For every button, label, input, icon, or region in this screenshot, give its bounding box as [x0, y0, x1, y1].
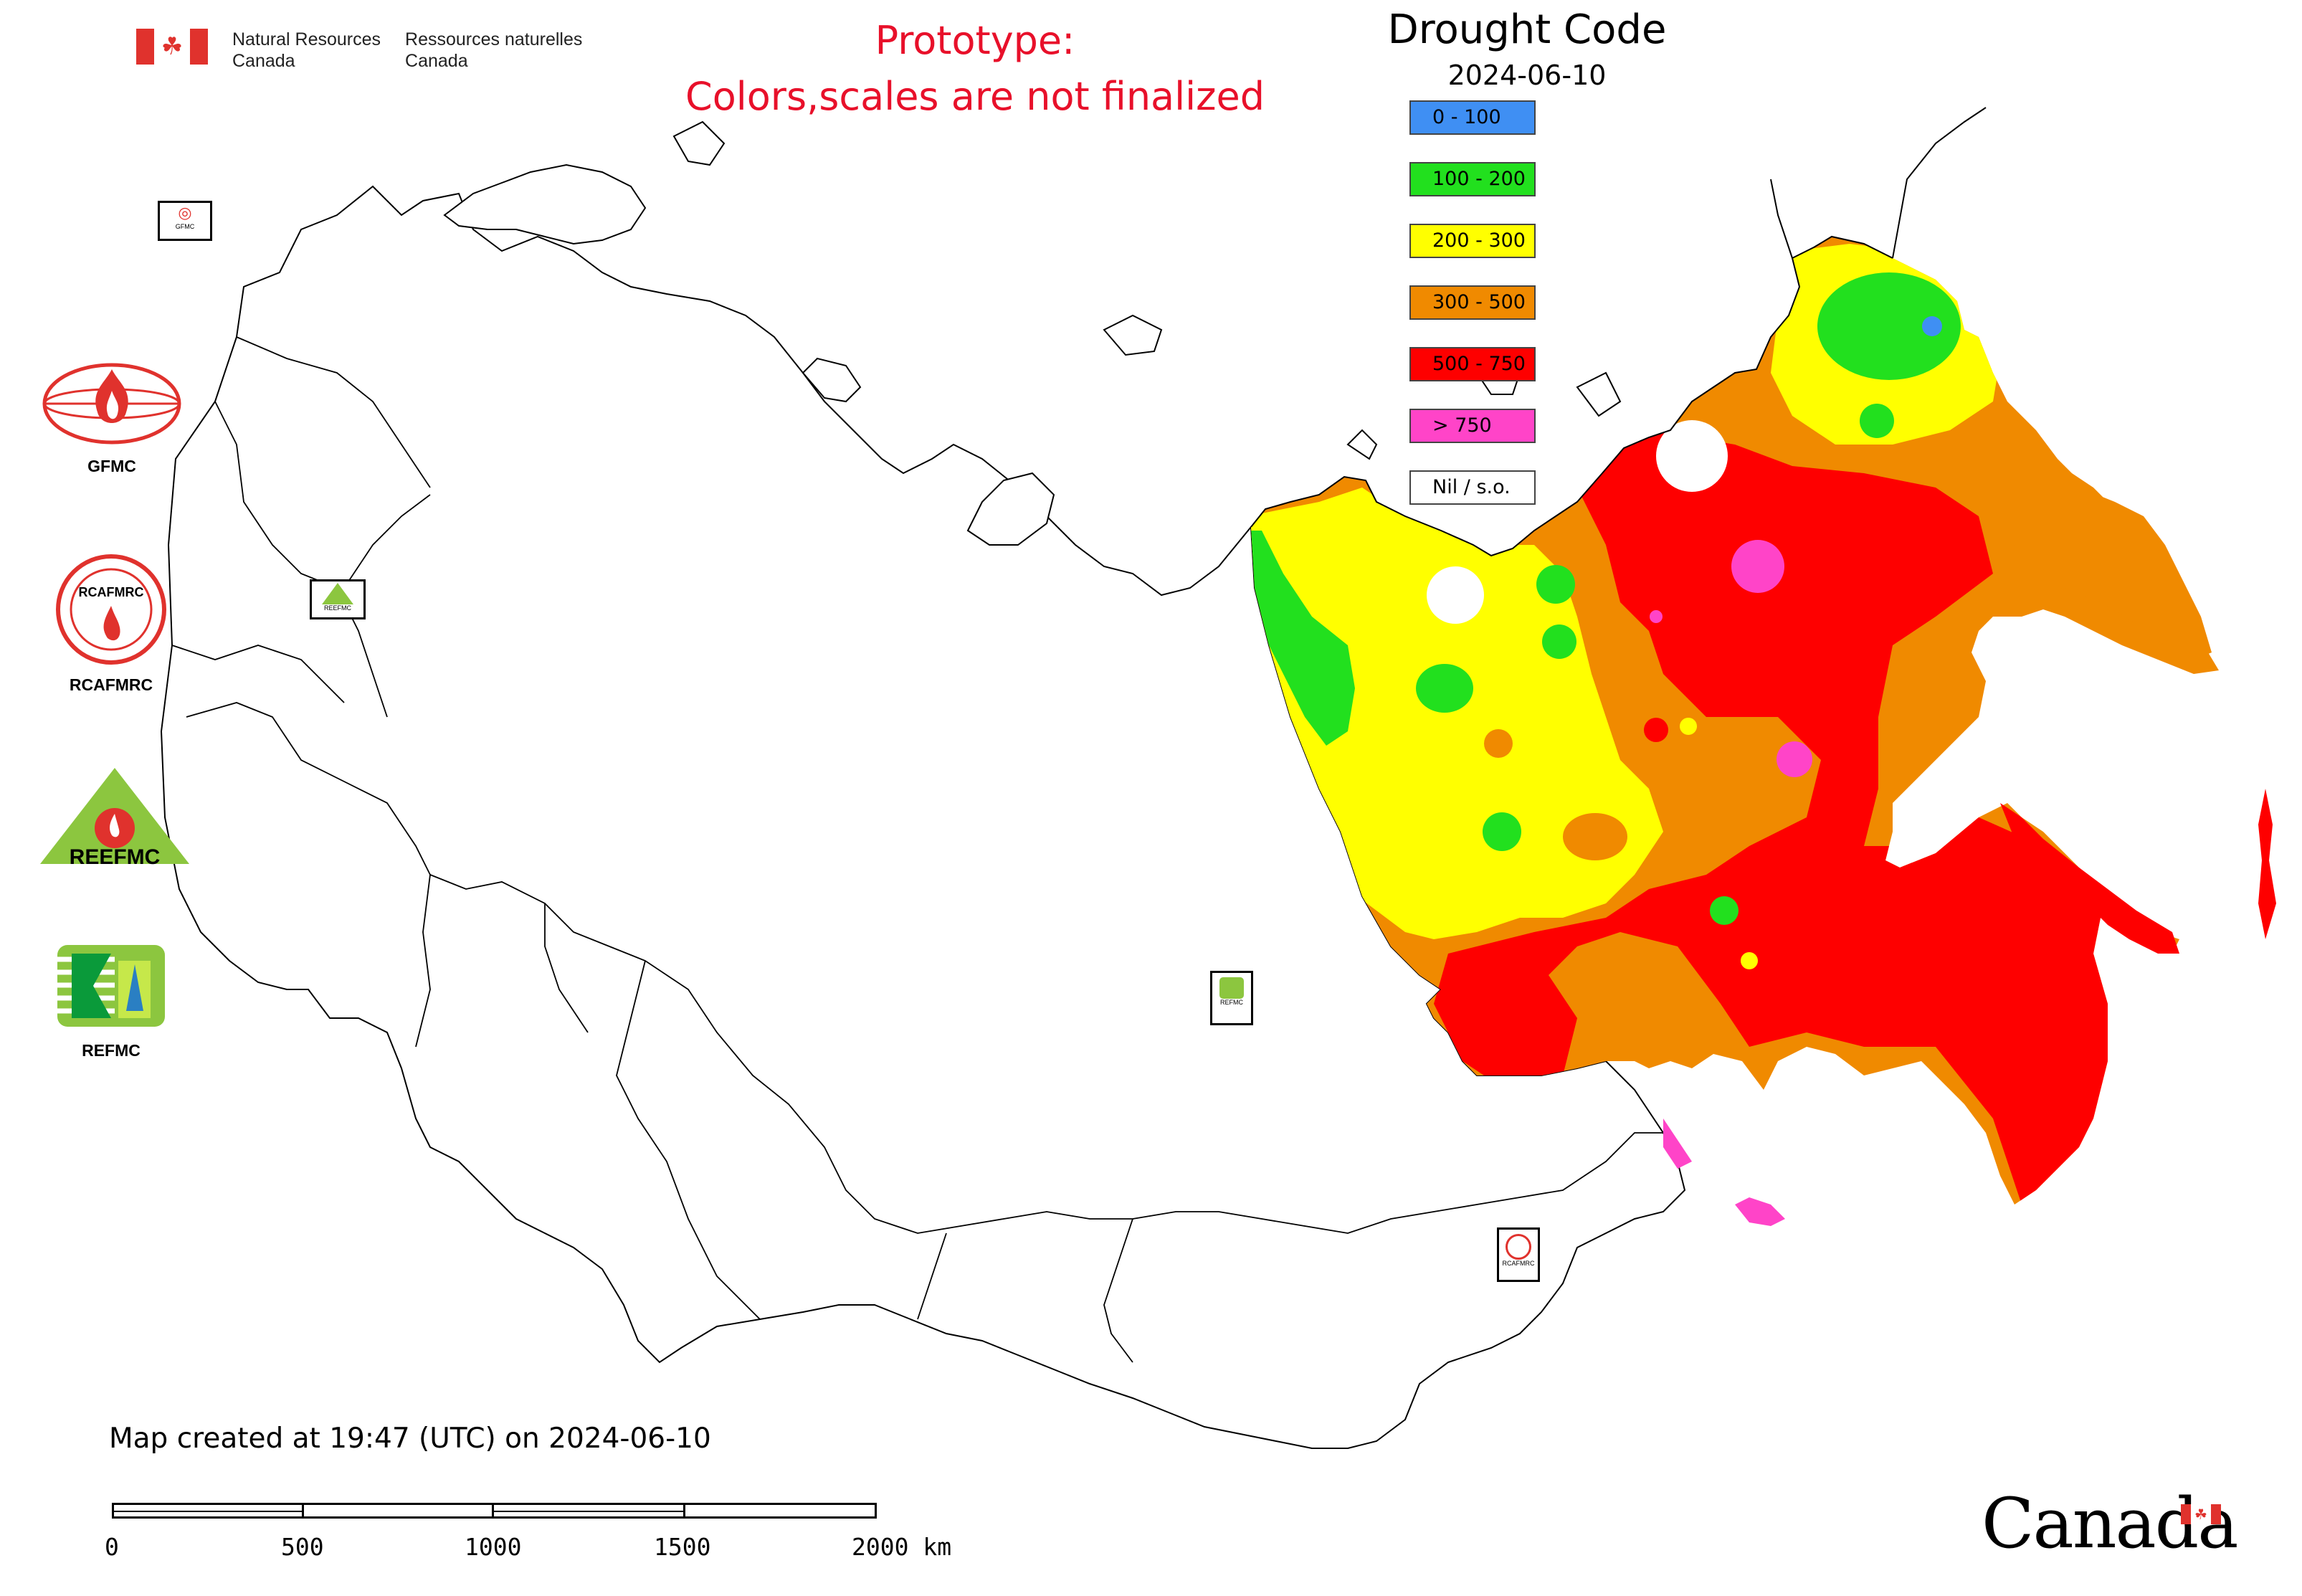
scale-segment-4 [683, 1503, 877, 1519]
prototype-notice: Prototype: Colors,scales are not finaliz… [602, 13, 1348, 125]
wordmark-flag-icon: ☘ [2181, 1504, 2221, 1524]
reefmc-wordmark: REEFMC [70, 845, 161, 869]
canada-flag-icon: ☘ [136, 29, 208, 65]
gfmc-logo: GFMC [40, 362, 184, 476]
department-en-line1: Natural Resources [232, 29, 381, 49]
reefmc-map-marker-label: REEFMC [324, 604, 351, 612]
reefmc-map-marker: REEFMC [310, 579, 366, 619]
refmc-map-marker: REFMC [1210, 971, 1253, 1025]
government-signature: ☘ Natural Resources Canada Ressources na… [136, 29, 582, 72]
scale-bar [112, 1503, 879, 1524]
maple-leaf-icon: ☘ [154, 29, 190, 65]
refmc-caption: REFMC [82, 1041, 141, 1060]
legend-item: > 750 [1409, 409, 1536, 443]
scale-label-1500: 1500 [654, 1533, 711, 1561]
legend-date: 2024-06-10 [1447, 60, 1607, 91]
gfmc-caption: GFMC [87, 457, 136, 475]
reefmc-triangle-icon: REEFMC [40, 768, 189, 869]
prototype-line1: Prototype: [875, 18, 1075, 63]
gfmc-globe-flame-icon [42, 363, 181, 445]
gfmc-map-marker: ◎ GFMC [158, 201, 212, 241]
scale-label-1000: 1000 [465, 1533, 522, 1561]
legend-item: 200 - 300 [1409, 224, 1536, 258]
rcafmrc-map-marker: RCAFMRC [1497, 1227, 1540, 1282]
legend-item: 300 - 500 [1409, 285, 1536, 320]
prototype-line2: Colors,scales are not finalized [685, 74, 1265, 119]
department-name-fr: Ressources naturelles Canada [405, 29, 582, 72]
reefmc-logo: REEFMC [36, 764, 194, 875]
legend-item: 500 - 750 [1409, 347, 1536, 381]
legend-item: 0 - 100 [1409, 100, 1536, 135]
legend: 0 - 100 100 - 200 200 - 300 300 - 500 500 - … [1409, 100, 1538, 532]
legend-item: 100 - 200 [1409, 162, 1536, 196]
scale-label-2000-km: 2000 km [852, 1533, 952, 1561]
map-created-timestamp: Map created at 19:47 (UTC) on 2024-06-10 [109, 1422, 711, 1455]
scale-label-500: 500 [281, 1533, 324, 1561]
scale-segment-3 [492, 1503, 685, 1519]
scale-segment-1 [112, 1503, 304, 1519]
scale-label-0: 0 [105, 1533, 119, 1561]
department-en-line2: Canada [232, 51, 295, 71]
scale-segment-2 [302, 1503, 494, 1519]
legend-item: Nil / s.o. [1409, 470, 1536, 505]
rcafmrc-logo: RCAFMRC RCAFMRC [54, 552, 168, 695]
refmc-map-marker-label: REFMC [1220, 999, 1243, 1006]
rcafmrc-map-marker-label: RCAFMRC [1502, 1260, 1535, 1267]
department-fr-line2: Canada [405, 51, 468, 71]
refmc-logo: REFMC [50, 939, 172, 1060]
svg-text:RCAFMRC: RCAFMRC [79, 585, 144, 599]
legend-title: Drought Code [1387, 6, 1667, 53]
gfmc-map-marker-label: GFMC [175, 223, 195, 230]
rcafmrc-caption: RCAFMRC [69, 675, 153, 694]
refmc-sigma-icon [57, 945, 165, 1027]
department-name-en: Natural Resources Canada [232, 29, 381, 72]
rcafmrc-seal-icon: RCAFMRC [56, 554, 166, 665]
department-fr-line1: Ressources naturelles [405, 29, 583, 49]
